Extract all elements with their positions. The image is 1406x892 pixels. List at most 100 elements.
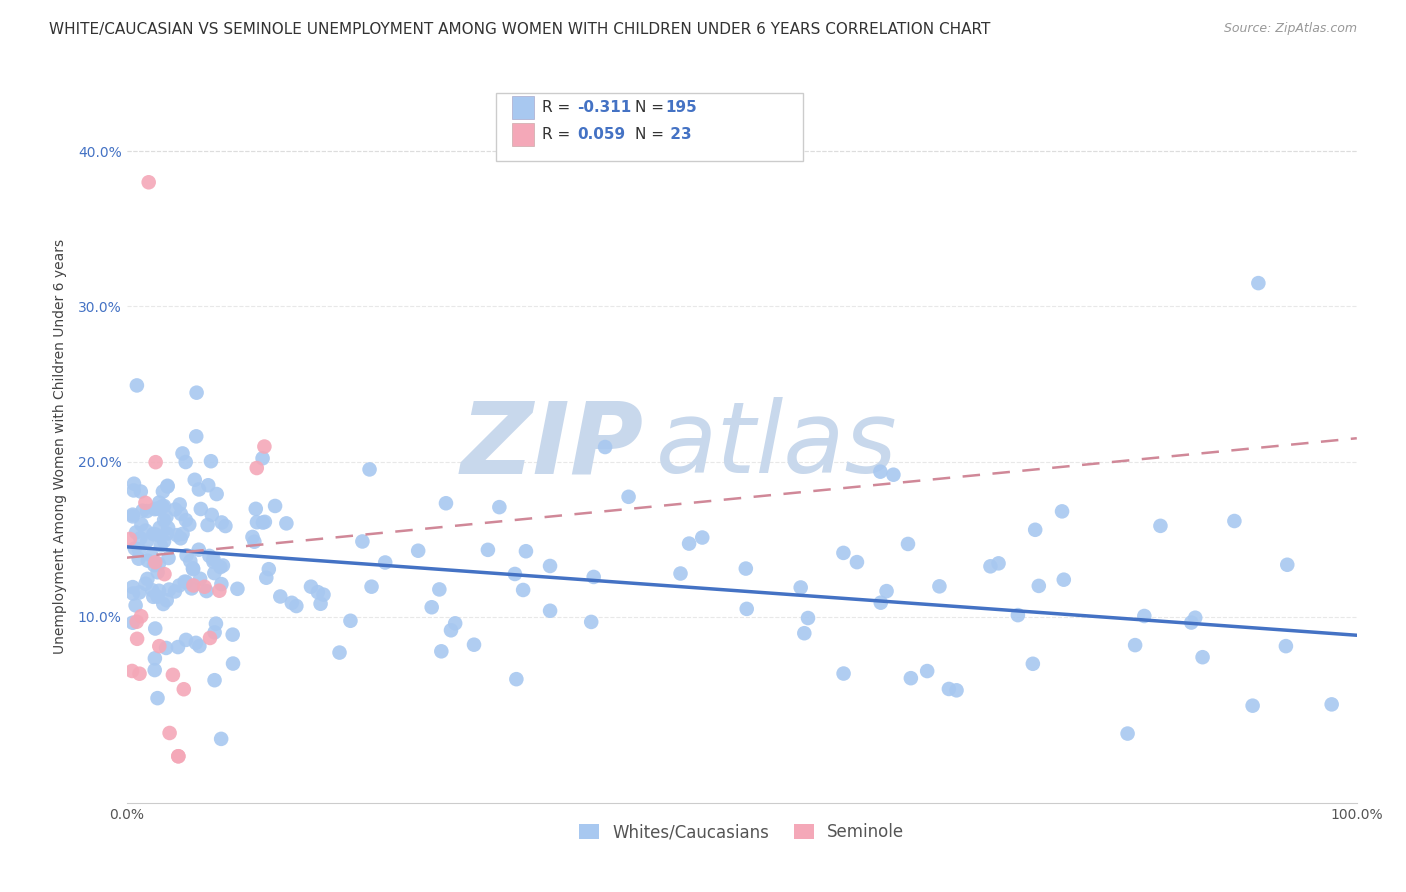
Point — [434, 496, 457, 510]
Point — [142, 590, 165, 604]
Point — [174, 574, 197, 589]
Point — [245, 501, 267, 516]
Text: R =: R = — [543, 100, 575, 115]
Point — [143, 651, 166, 665]
Point — [156, 479, 179, 493]
Point — [444, 616, 467, 631]
Point — [276, 516, 298, 531]
Point — [797, 611, 820, 625]
Point — [121, 615, 143, 630]
Point — [153, 567, 176, 582]
Point — [789, 581, 811, 595]
Point — [593, 440, 616, 454]
Point — [155, 510, 177, 524]
Point — [193, 580, 215, 594]
Point — [1149, 519, 1171, 533]
Point — [128, 551, 150, 566]
Point — [148, 639, 170, 653]
Point — [180, 582, 202, 596]
Point — [183, 578, 205, 592]
Point — [253, 440, 276, 454]
Point — [136, 572, 159, 586]
Point — [190, 502, 212, 516]
Point — [360, 580, 382, 594]
Point — [900, 671, 922, 685]
Point — [938, 681, 960, 696]
Point — [209, 731, 232, 746]
Point — [1184, 610, 1206, 624]
Point — [1024, 523, 1046, 537]
Point — [152, 597, 174, 611]
Point — [184, 473, 207, 487]
Point — [214, 519, 236, 533]
Y-axis label: Unemployment Among Women with Children Under 6 years: Unemployment Among Women with Children U… — [52, 238, 66, 654]
Point — [299, 580, 322, 594]
Point — [143, 622, 166, 636]
Point — [166, 528, 188, 542]
Text: 23: 23 — [665, 127, 692, 142]
Point — [122, 483, 145, 498]
Point — [269, 590, 291, 604]
Point — [538, 604, 561, 618]
FancyBboxPatch shape — [512, 95, 534, 120]
Point — [254, 571, 277, 585]
Point — [167, 749, 190, 764]
Point — [143, 527, 166, 541]
Point — [209, 560, 232, 574]
Text: Source: ZipAtlas.com: Source: ZipAtlas.com — [1223, 22, 1357, 36]
Point — [125, 378, 148, 392]
Point — [307, 585, 329, 599]
Point — [734, 561, 756, 575]
Point — [488, 500, 510, 515]
Point — [1277, 558, 1299, 572]
Point — [124, 599, 146, 613]
Point — [174, 455, 197, 469]
Point — [186, 429, 208, 443]
Text: -0.311: -0.311 — [576, 100, 631, 115]
Point — [1022, 657, 1045, 671]
Point — [179, 554, 201, 568]
Point — [174, 632, 197, 647]
Point — [515, 544, 537, 558]
Point — [1320, 698, 1343, 712]
Point — [309, 597, 332, 611]
Point — [184, 636, 207, 650]
Point — [204, 625, 226, 640]
Point — [253, 515, 276, 529]
Point — [146, 691, 169, 706]
Point — [538, 559, 561, 574]
Point — [128, 585, 150, 599]
Point — [172, 526, 194, 541]
Text: N =: N = — [634, 100, 668, 115]
Point — [146, 501, 169, 516]
Point — [832, 666, 855, 681]
Point — [159, 726, 181, 740]
Point — [243, 534, 266, 549]
Point — [987, 557, 1010, 571]
Point — [678, 536, 700, 550]
Point — [148, 583, 170, 598]
Point — [153, 513, 176, 527]
Point — [204, 673, 226, 688]
Point — [617, 490, 640, 504]
Point — [246, 515, 269, 529]
Text: N =: N = — [634, 127, 668, 142]
Point — [690, 531, 713, 545]
Point — [328, 646, 350, 660]
Point — [242, 530, 264, 544]
Point — [124, 541, 146, 556]
Point — [208, 583, 231, 598]
FancyBboxPatch shape — [496, 93, 803, 161]
Point — [503, 566, 526, 581]
Point — [149, 538, 172, 552]
Point — [136, 533, 159, 548]
Point — [188, 639, 211, 653]
Point — [845, 555, 868, 569]
Point — [134, 496, 156, 510]
Text: WHITE/CAUCASIAN VS SEMINOLE UNEMPLOYMENT AMONG WOMEN WITH CHILDREN UNDER 6 YEARS: WHITE/CAUCASIAN VS SEMINOLE UNEMPLOYMENT… — [49, 22, 991, 37]
Point — [146, 590, 169, 604]
Point — [129, 531, 152, 545]
Point — [181, 561, 204, 575]
Point — [156, 479, 179, 493]
Point — [1180, 615, 1202, 630]
